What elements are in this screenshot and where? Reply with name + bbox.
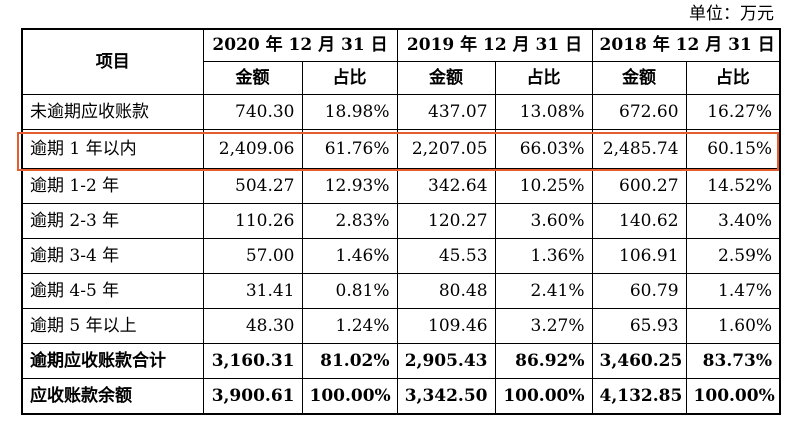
ratio-cell: 83.73% (685, 343, 781, 379)
ratio-cell: 61.76% (301, 129, 398, 169)
ratio-cell: 66.03% (494, 129, 593, 169)
amount-cell: 80.48 (396, 273, 496, 309)
ratio-cell: 12.93% (301, 168, 398, 204)
amount-cell: 110.26 (202, 203, 303, 239)
row-label: 逾期 4-5 年 (21, 273, 204, 309)
ratio-cell: 86.92% (494, 343, 593, 379)
table-row-highlighted: 逾期 1 年以内 2,409.06 61.76% 2,207.05 66.03%… (21, 129, 781, 169)
amount-cell: 31.41 (202, 273, 303, 309)
ratio-cell: 100.00% (685, 378, 781, 415)
ratio-cell: 0.81% (301, 273, 398, 309)
amount-cell: 2,409.06 (202, 129, 303, 169)
year-header-2018: 2018 年 12 月 31 日 (591, 28, 781, 62)
ratio-cell: 3.27% (494, 308, 593, 344)
amount-cell: 437.07 (396, 94, 496, 130)
amount-cell: 3,342.50 (396, 378, 496, 415)
row-label: 未逾期应收账款 (21, 94, 204, 130)
item-header: 项目 (21, 28, 204, 95)
amount-header: 金额 (396, 61, 496, 95)
ratio-cell: 1.36% (494, 238, 593, 274)
table-row-total: 逾期应收账款合计 3,160.31 81.02% 2,905.43 86.92%… (21, 343, 781, 379)
amount-cell: 2,207.05 (396, 129, 496, 169)
table-row-total: 应收账款余额 3,900.61 100.00% 3,342.50 100.00%… (21, 378, 781, 415)
amount-cell: 2,485.74 (591, 129, 687, 169)
row-label: 逾期 2-3 年 (21, 203, 204, 239)
amount-cell: 45.53 (396, 238, 496, 274)
ratio-header: 占比 (685, 61, 781, 95)
year-header-2019: 2019 年 12 月 31 日 (396, 28, 593, 62)
amount-cell: 600.27 (591, 168, 687, 204)
amount-cell: 4,132.85 (591, 378, 687, 415)
amount-cell: 140.62 (591, 203, 687, 239)
ratio-cell: 100.00% (301, 378, 398, 415)
table-row: 逾期 4-5 年 31.41 0.81% 80.48 2.41% 60.79 1… (21, 273, 781, 309)
amount-cell: 740.30 (202, 94, 303, 130)
ratio-cell: 16.27% (685, 94, 781, 130)
ratio-cell: 2.59% (685, 238, 781, 274)
amount-cell: 48.30 (202, 308, 303, 344)
unit-label: 单位：万元 (689, 4, 774, 24)
row-label: 逾期应收账款合计 (21, 343, 204, 379)
ratio-cell: 14.52% (685, 168, 781, 204)
ratio-cell: 81.02% (301, 343, 398, 379)
amount-cell: 504.27 (202, 168, 303, 204)
ratio-cell: 60.15% (685, 129, 781, 169)
ratio-cell: 18.98% (301, 94, 398, 130)
amount-cell: 2,905.43 (396, 343, 496, 379)
ratio-cell: 10.25% (494, 168, 593, 204)
table-row: 逾期 2-3 年 110.26 2.83% 120.27 3.60% 140.6… (21, 203, 781, 239)
ratio-cell: 100.00% (494, 378, 593, 415)
year-header-2020: 2020 年 12 月 31 日 (202, 28, 398, 62)
amount-cell: 3,460.25 (591, 343, 687, 379)
amount-cell: 60.79 (591, 273, 687, 309)
table-row: 逾期 5 年以上 48.30 1.24% 109.46 3.27% 65.93 … (21, 308, 781, 344)
ratio-cell: 3.40% (685, 203, 781, 239)
ratio-cell: 2.83% (301, 203, 398, 239)
amount-cell: 672.60 (591, 94, 687, 130)
ratio-header: 占比 (301, 61, 398, 95)
ratio-cell: 2.41% (494, 273, 593, 309)
row-label: 逾期 3-4 年 (21, 238, 204, 274)
ratio-cell: 1.47% (685, 273, 781, 309)
amount-header: 金额 (202, 61, 303, 95)
ratio-cell: 1.60% (685, 308, 781, 344)
ratio-cell: 1.46% (301, 238, 398, 274)
ratio-cell: 3.60% (494, 203, 593, 239)
amount-cell: 342.64 (396, 168, 496, 204)
amount-cell: 65.93 (591, 308, 687, 344)
amount-cell: 3,900.61 (202, 378, 303, 415)
row-label: 逾期 1 年以内 (21, 129, 204, 169)
amount-cell: 57.00 (202, 238, 303, 274)
amount-cell: 109.46 (396, 308, 496, 344)
ratio-cell: 13.08% (494, 94, 593, 130)
row-label: 应收账款余额 (21, 378, 204, 415)
row-label: 逾期 1-2 年 (21, 168, 204, 204)
amount-cell: 3,160.31 (202, 343, 303, 379)
amount-cell: 106.91 (591, 238, 687, 274)
receivables-aging-table: 项目 2020 年 12 月 31 日 2019 年 12 月 31 日 201… (21, 28, 782, 415)
amount-header: 金额 (591, 61, 687, 95)
table-row: 未逾期应收账款 740.30 18.98% 437.07 13.08% 672.… (21, 94, 781, 130)
ratio-header: 占比 (494, 61, 593, 95)
row-label: 逾期 5 年以上 (21, 308, 204, 344)
table-row: 逾期 1-2 年 504.27 12.93% 342.64 10.25% 600… (21, 168, 781, 204)
table-row: 逾期 3-4 年 57.00 1.46% 45.53 1.36% 106.91 … (21, 238, 781, 274)
ratio-cell: 1.24% (301, 308, 398, 344)
amount-cell: 120.27 (396, 203, 496, 239)
